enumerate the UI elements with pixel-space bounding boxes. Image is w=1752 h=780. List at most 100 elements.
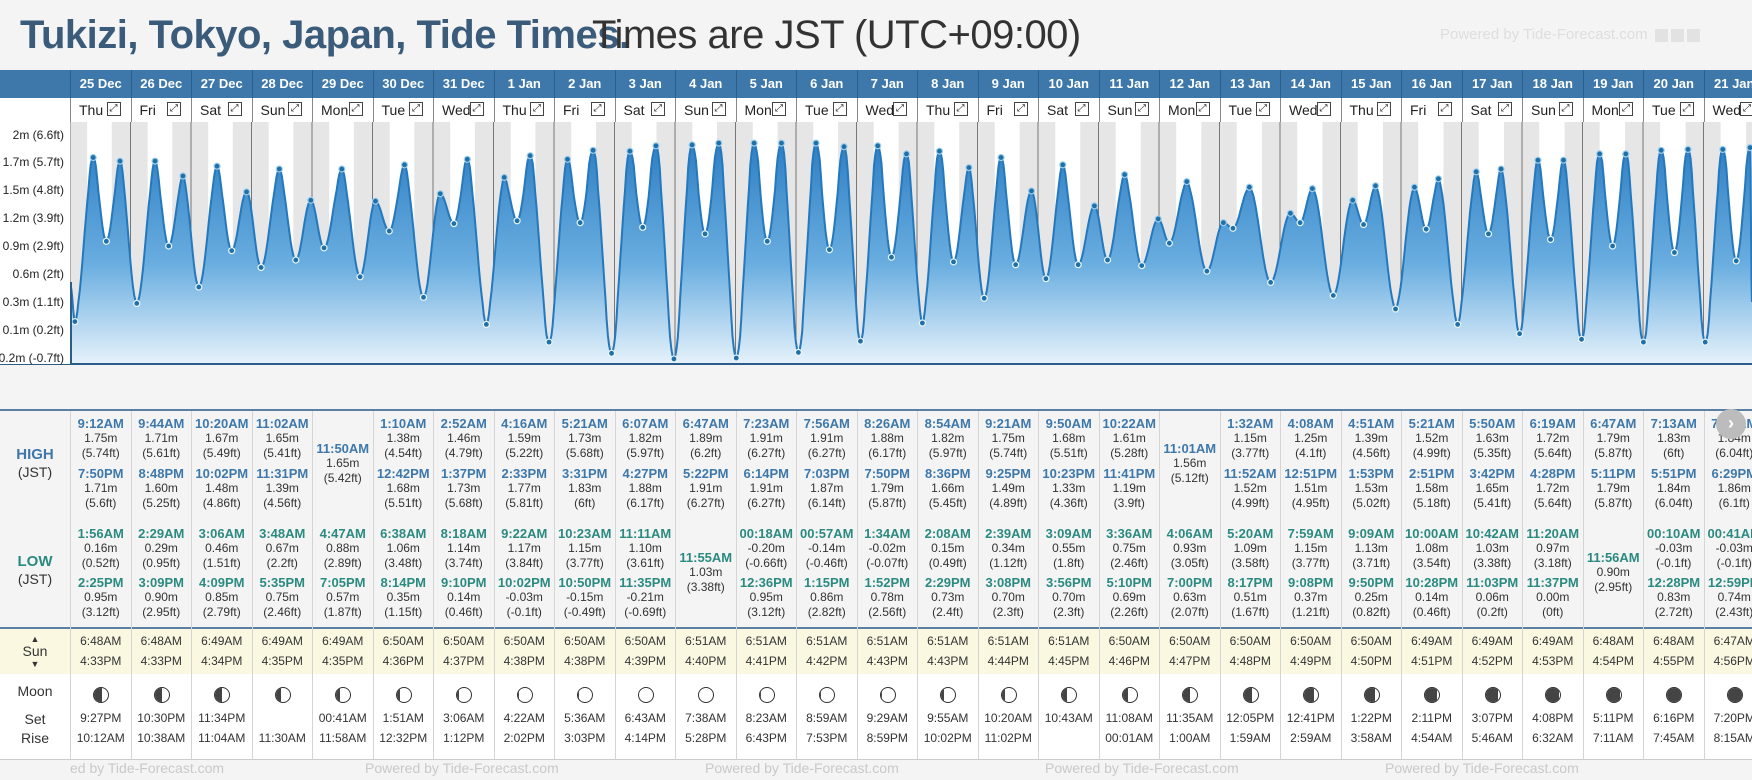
low-tide-point — [701, 230, 709, 238]
high-tide-time: 7:13AM — [1650, 416, 1697, 431]
expand-icon[interactable]: ⤢ — [590, 102, 605, 116]
high-tide-height-ft: (5.87ft) — [1594, 446, 1633, 460]
date-header-cell: 13 Jan — [1219, 70, 1281, 98]
sunset-time: 4:40PM — [685, 654, 727, 668]
date-header-cell: 4 Jan — [675, 70, 736, 98]
low-tide-time: 1:15PM — [803, 575, 850, 590]
high-tide-height: 1.89m — [689, 431, 723, 445]
high-tide-height: 1.59m — [507, 431, 541, 445]
low-tide-point — [1484, 230, 1493, 238]
moonrise-time: 1:00AM — [1169, 731, 1211, 745]
low-tide-time: 3:09PM — [138, 575, 185, 590]
low-tide-height: 0.25m — [1354, 590, 1388, 604]
high-tide-point — [750, 139, 758, 147]
moonset-time: 4:22AM — [503, 711, 545, 725]
moonrise-time: 4:54AM — [1411, 731, 1453, 745]
expand-icon[interactable]: ⤢ — [1377, 102, 1391, 116]
low-tide-height: 0.70m — [1052, 590, 1086, 604]
sunrise-time: 6:50AM — [503, 634, 545, 648]
date-header-cell: 3 Jan — [614, 70, 676, 98]
moonrise-time: 7:11AM — [1593, 731, 1634, 745]
weekday-header-cell: Mon ⤢ — [312, 98, 373, 122]
day-column: 9:44AM 1.71m (5.61ft) 8:48PM 1.60m (5.25ft) 2:… — [130, 409, 192, 759]
moonrise-time: 3:58AM — [1350, 731, 1392, 745]
moonrise-time: 11:02PM — [984, 731, 1032, 745]
expand-icon[interactable]: ⤢ — [469, 102, 484, 116]
expand-icon[interactable]: ⤢ — [1619, 102, 1633, 116]
low-tide-point — [228, 247, 236, 255]
expand-icon[interactable]: ⤢ — [288, 102, 302, 116]
high-tide-time: 8:36PM — [924, 466, 971, 481]
high-tide-point — [1534, 156, 1542, 164]
date-header-cell: 31 Dec — [433, 70, 494, 98]
high-tide-height: 1.83m — [568, 481, 602, 495]
high-tide-point — [1090, 202, 1099, 210]
weekday-header-cell: Sat ⤢ — [1461, 98, 1523, 122]
date-header-cell: 10 Jan — [1038, 70, 1099, 98]
low-tide-point — [1165, 239, 1173, 247]
title-bar: Tukizi, Tokyo, Japan, Tide Times. Times … — [0, 0, 1752, 70]
sunset-time: 4:41PM — [745, 654, 787, 668]
expand-icon[interactable]: ⤢ — [1558, 102, 1573, 116]
expand-icon[interactable]: ⤢ — [1679, 102, 1694, 116]
moonset-time: 6:16PM — [1653, 711, 1695, 725]
moon-shadow — [215, 688, 222, 702]
weekday-label: Sun — [1531, 102, 1556, 118]
expand-icon[interactable]: ⤢ — [227, 102, 242, 116]
low-tide-height-ft: (0.46ft) — [444, 605, 483, 619]
low-tide-time: 4:47AM — [319, 526, 366, 541]
expand-icon[interactable]: ⤢ — [1256, 102, 1270, 116]
day-column: 7:39AM1.84m(6.04ft)6:29PM1.86m(6.1ft)00:… — [1703, 409, 1752, 759]
expand-icon[interactable]: ⤢ — [953, 102, 968, 116]
expand-icon[interactable]: ⤢ — [711, 102, 726, 116]
expand-icon[interactable]: ⤢ — [772, 102, 786, 116]
high-tide-height: 1.65m — [265, 431, 299, 445]
expand-icon[interactable]: ⤢ — [1014, 102, 1028, 116]
expand-icon[interactable]: ⤢ — [1135, 102, 1149, 116]
sunset-time: 4:38PM — [503, 654, 545, 668]
scroll-next-button[interactable]: › — [1716, 409, 1746, 439]
expand-icon[interactable]: ⤢ — [348, 102, 363, 116]
high-tide-height-ft: (5.12ft) — [1170, 471, 1209, 485]
expand-icon[interactable]: ⤢ — [1740, 102, 1752, 116]
low-tide-height-ft: (1.15ft) — [384, 605, 423, 619]
expand-icon[interactable]: ⤢ — [651, 102, 665, 116]
low-tide-height: 0.95m — [749, 590, 783, 604]
low-tide-point — [1701, 338, 1709, 346]
expand-icon[interactable]: ⤢ — [167, 102, 181, 116]
expand-icon[interactable]: ⤢ — [832, 102, 847, 116]
expand-icon[interactable]: ⤢ — [106, 102, 121, 116]
day-column: 1:32AM 1.15m (3.77ft) 11:52AM 1.52m (4.99ft) 5… — [1219, 409, 1281, 759]
expand-icon[interactable]: ⤢ — [1074, 102, 1089, 116]
high-tide-height-ft: (5.28ft) — [1110, 446, 1149, 460]
low-tide-point — [385, 227, 393, 235]
low-tide-height-ft: (3.12ft) — [81, 605, 120, 619]
expand-icon[interactable]: ⤢ — [893, 102, 907, 116]
day-column: 4:16AM 1.59m (5.22ft) 2:33PM 1.77m (5.81ft) 9:… — [493, 409, 555, 759]
date-header-cell: 17 Jan — [1461, 70, 1523, 98]
low-tide-point — [450, 219, 458, 228]
low-tide-time: 3:36AM — [1106, 526, 1153, 541]
low-tide-time: 10:42AM — [1465, 526, 1519, 541]
high-tide-height-ft: (4.1ft) — [1295, 446, 1327, 460]
expand-icon[interactable]: ⤢ — [1498, 102, 1512, 116]
low-tide-height: 0.63m — [1173, 590, 1207, 604]
moon-phase-icon — [1424, 687, 1441, 703]
low-tide-height-ft: (-0.1ft) — [1716, 556, 1752, 570]
sunrise-time: 6:50AM — [443, 634, 485, 648]
expand-icon[interactable]: ⤢ — [1316, 102, 1331, 116]
weekday-header-cell: Sun ⤢ — [1522, 98, 1583, 122]
moonset-time: 10:30PM — [137, 711, 186, 725]
expand-icon[interactable]: ⤢ — [1437, 102, 1452, 116]
low-tide-point — [1267, 278, 1275, 286]
expand-icon[interactable]: ⤢ — [1195, 102, 1210, 116]
low-tide-point — [1422, 225, 1430, 233]
expand-icon[interactable]: ⤢ — [530, 102, 544, 116]
expand-icon[interactable]: ⤢ — [409, 102, 423, 116]
low-tide-point — [545, 338, 553, 346]
high-tide-time: 1:37PM — [440, 466, 487, 481]
low-tide-height: 0.74m — [1717, 590, 1751, 604]
moonrise-time: 10:38AM — [137, 731, 186, 745]
sunrise-time: 6:50AM — [1108, 634, 1150, 648]
date-header-cell: 29 Dec — [312, 70, 373, 98]
